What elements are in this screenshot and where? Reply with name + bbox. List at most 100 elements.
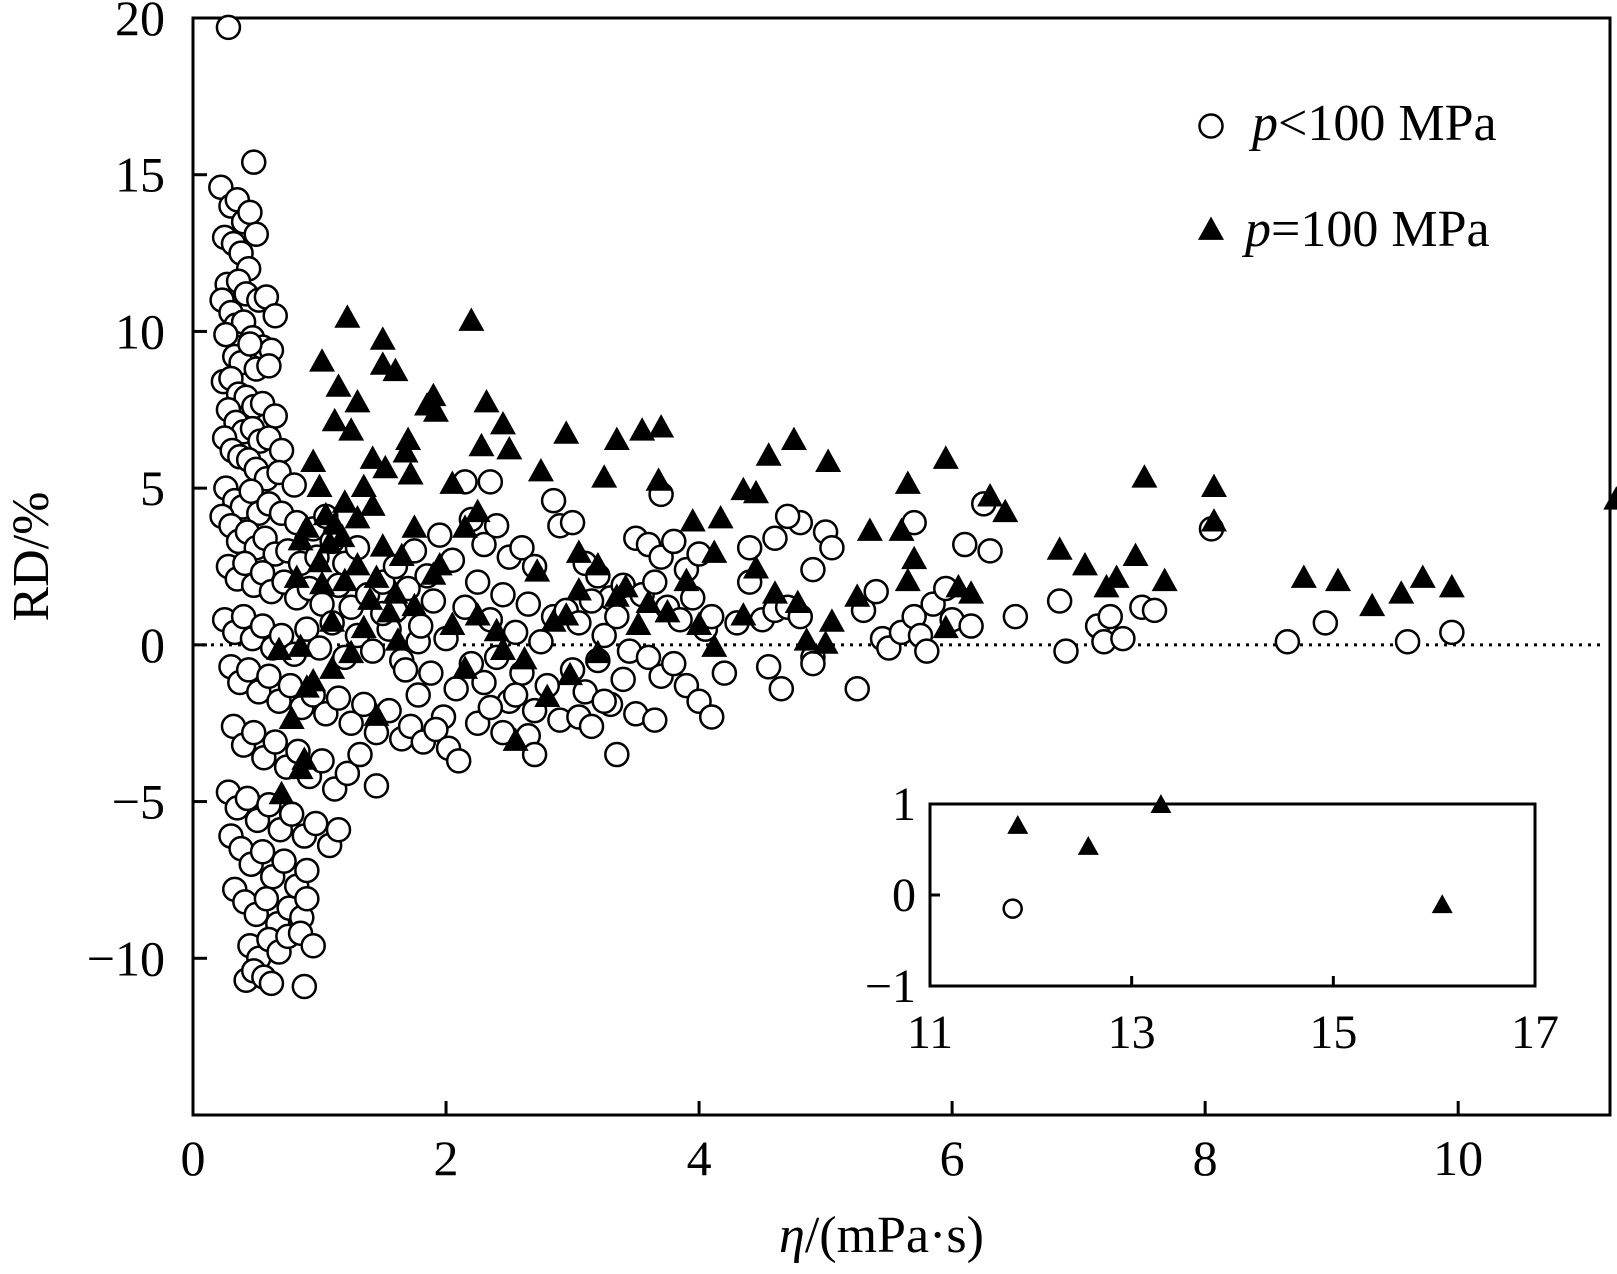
- data-point-triangle: [325, 373, 352, 397]
- data-point-triangle: [1438, 573, 1465, 598]
- data-point-triangle: [344, 504, 371, 529]
- data-point-triangle: [397, 461, 424, 485]
- data-point-triangle: [645, 467, 672, 491]
- data-point-triangle: [1409, 564, 1436, 588]
- data-point-circle: [271, 848, 297, 874]
- data-point-triangle: [329, 523, 356, 548]
- data-point-triangle: [376, 599, 403, 623]
- inset-data-point-triangle: [1431, 894, 1453, 914]
- data-point-circle: [1274, 628, 1301, 655]
- data-point-triangle: [815, 448, 842, 472]
- x-tick-label: 6: [940, 1130, 965, 1186]
- y-tick-label: 10: [115, 303, 165, 359]
- data-point-triangle: [382, 580, 409, 604]
- data-point-triangle: [384, 627, 411, 651]
- data-point-triangle: [743, 555, 770, 579]
- data-point-triangle: [268, 780, 295, 805]
- data-point-circle: [418, 660, 444, 686]
- data-point-circle: [711, 660, 738, 686]
- data-point-triangle: [524, 558, 551, 582]
- data-point-triangle: [901, 545, 928, 570]
- data-point-circle: [420, 588, 447, 614]
- data-point-triangle: [812, 630, 839, 654]
- data-point-triangle: [1603, 486, 1617, 510]
- data-point-triangle: [344, 551, 371, 576]
- data-point-circle: [502, 682, 529, 708]
- inset-y-tick-label: 0: [892, 869, 916, 922]
- data-point-triangle: [344, 389, 371, 413]
- data-point-triangle: [603, 583, 630, 607]
- data-point-triangle: [894, 567, 921, 592]
- data-point-circle: [477, 694, 504, 721]
- data-point-triangle: [287, 755, 314, 780]
- data-point-circle: [347, 741, 373, 768]
- data-point-circle: [363, 773, 390, 799]
- series-p-lt-100-points: [208, 14, 1465, 1000]
- data-point-triangle: [334, 304, 361, 328]
- data-point-triangle: [992, 498, 1019, 523]
- data-point-circle: [661, 528, 687, 555]
- data-point-circle: [591, 688, 617, 715]
- data-point-triangle: [1071, 551, 1098, 576]
- data-point-triangle: [350, 614, 377, 639]
- data-point-circle: [338, 710, 364, 736]
- data-point-circle: [443, 675, 469, 702]
- series-p-eq-100-points: [266, 304, 1617, 805]
- data-point-circle: [515, 591, 542, 617]
- data-point-triangle: [603, 426, 630, 451]
- y-tick-label: 5: [140, 460, 165, 516]
- data-point-triangle: [648, 414, 675, 438]
- data-point-circle: [604, 603, 630, 630]
- data-point-triangle: [369, 326, 396, 350]
- data-point-circle: [1312, 610, 1339, 636]
- data-point-circle: [240, 149, 267, 175]
- data-point-triangle: [316, 530, 343, 554]
- data-point-triangle: [635, 589, 662, 614]
- data-point-triangle: [369, 533, 396, 557]
- x-tick-label: 4: [687, 1130, 712, 1186]
- data-point-triangle: [452, 655, 479, 679]
- data-point-triangle: [1093, 573, 1120, 598]
- data-point-circle: [610, 666, 636, 693]
- data-point-triangle: [629, 417, 656, 441]
- x-tick-label: 10: [1433, 1130, 1483, 1186]
- data-point-circle: [325, 817, 352, 843]
- data-point-circle: [262, 303, 288, 329]
- inset-data-point-triangle: [1150, 794, 1172, 814]
- data-point-triangle: [1131, 464, 1158, 488]
- data-point-circle: [471, 531, 497, 558]
- data-point-triangle: [420, 561, 447, 585]
- data-point-circle: [1097, 603, 1124, 630]
- data-point-triangle: [591, 464, 618, 488]
- data-point-triangle: [283, 564, 310, 588]
- inset-plot: 11 13 15 17 −1 0 1: [865, 778, 1559, 1059]
- data-point-circle: [483, 513, 510, 539]
- data-point-triangle: [1200, 473, 1227, 498]
- data-point-triangle: [319, 608, 346, 632]
- inset-x-tick-label: 11: [907, 1006, 953, 1059]
- data-point-triangle: [1046, 536, 1073, 560]
- data-point-triangle: [287, 633, 314, 657]
- data-point-circle: [578, 713, 605, 740]
- data-point-circle: [237, 331, 263, 357]
- data-point-circle: [294, 857, 320, 884]
- data-point-triangle: [363, 702, 390, 726]
- data-point-circle: [405, 682, 431, 708]
- data-point-triangle: [730, 602, 757, 626]
- data-point-circle: [642, 707, 668, 733]
- data-point-circle: [334, 760, 361, 787]
- data-point-circle: [325, 685, 352, 711]
- data-point-triangle: [701, 633, 728, 657]
- data-point-circle: [863, 578, 889, 605]
- data-point-circle: [844, 675, 870, 702]
- data-point-triangle: [1359, 592, 1386, 617]
- data-point-circle: [540, 487, 567, 514]
- data-point-circle: [426, 522, 453, 548]
- data-point-triangle: [306, 548, 333, 573]
- data-point-circle: [1110, 625, 1136, 652]
- x-tick-label: 2: [434, 1130, 459, 1186]
- data-point-triangle: [856, 517, 883, 541]
- data-point-triangle: [502, 727, 529, 751]
- data-point-triangle: [293, 674, 320, 698]
- data-point-circle: [300, 932, 326, 959]
